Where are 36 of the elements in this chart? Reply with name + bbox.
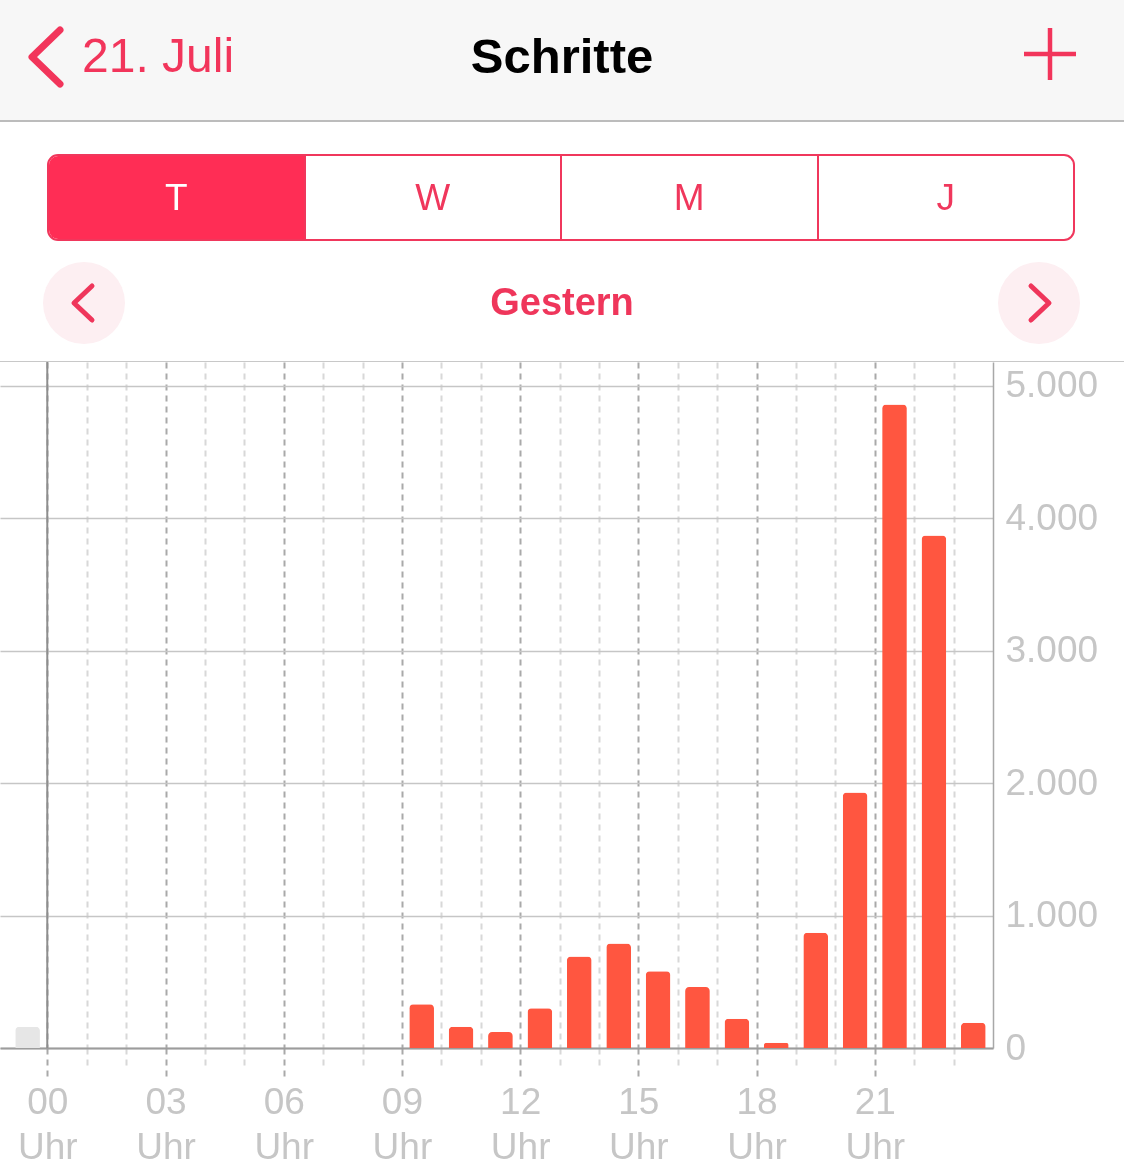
x-tick-label: 03 Uhr xyxy=(136,1080,196,1167)
bar xyxy=(645,971,671,1048)
x-tick-label: 09 Uhr xyxy=(372,1080,433,1167)
bar xyxy=(566,956,592,1048)
bar xyxy=(960,1022,986,1048)
y-tick-label: 0 xyxy=(1005,1026,1027,1068)
x-tick-label: 15 Uhr xyxy=(609,1080,669,1167)
segment-button: T xyxy=(49,156,304,239)
y-tick-label: 2.000 xyxy=(1005,761,1099,803)
bar xyxy=(606,943,632,1048)
segment-button: M xyxy=(560,156,817,239)
bar xyxy=(803,932,829,1048)
x-tick-label: 18 Uhr xyxy=(727,1080,787,1167)
bar xyxy=(882,404,907,1048)
segment-button: J xyxy=(816,156,1073,239)
bar xyxy=(488,1032,513,1048)
bar xyxy=(448,1026,474,1048)
segment-button: W xyxy=(303,156,560,239)
bar xyxy=(527,1008,553,1048)
y-tick-label: 4.000 xyxy=(1005,496,1099,538)
bar xyxy=(685,987,710,1048)
x-tick-label: 12 Uhr xyxy=(490,1080,551,1167)
bar xyxy=(15,1026,40,1048)
bar xyxy=(921,535,947,1048)
bar xyxy=(724,1018,750,1048)
y-tick-label: 1.000 xyxy=(1005,894,1099,936)
chart-subtitle: Gestern xyxy=(489,281,635,323)
y-tick-label: 3.000 xyxy=(1005,629,1099,671)
chart-title: Schritte xyxy=(470,29,654,83)
x-tick-label: 06 Uhr xyxy=(254,1080,315,1167)
bar xyxy=(842,792,868,1048)
text: 21. Juli xyxy=(82,29,235,82)
bar xyxy=(409,1004,434,1048)
y-tick-label: 5.000 xyxy=(1005,364,1099,406)
x-tick-label: 00 Uhr xyxy=(17,1080,78,1167)
x-tick-label: 21 Uhr xyxy=(845,1080,906,1167)
